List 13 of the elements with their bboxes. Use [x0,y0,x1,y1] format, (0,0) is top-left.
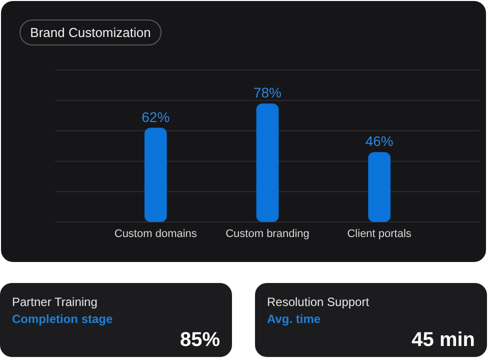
text: Resolution Support [267,295,370,309]
x-tick-label: Client portals [347,228,412,240]
chart-title: Brand Customization [30,25,151,40]
text: 85% [180,329,220,351]
data-label: 46% [365,133,394,150]
text: Avg. time [267,312,321,326]
data-label: 62% [142,108,170,125]
x-tick-label: Custom branding [226,228,310,240]
text: 45 min [412,329,475,351]
data-label: 78% [253,84,282,100]
text: Completion stage [12,312,113,326]
text: Partner Training [12,295,98,309]
x-tick-label: Custom domains [114,228,198,240]
